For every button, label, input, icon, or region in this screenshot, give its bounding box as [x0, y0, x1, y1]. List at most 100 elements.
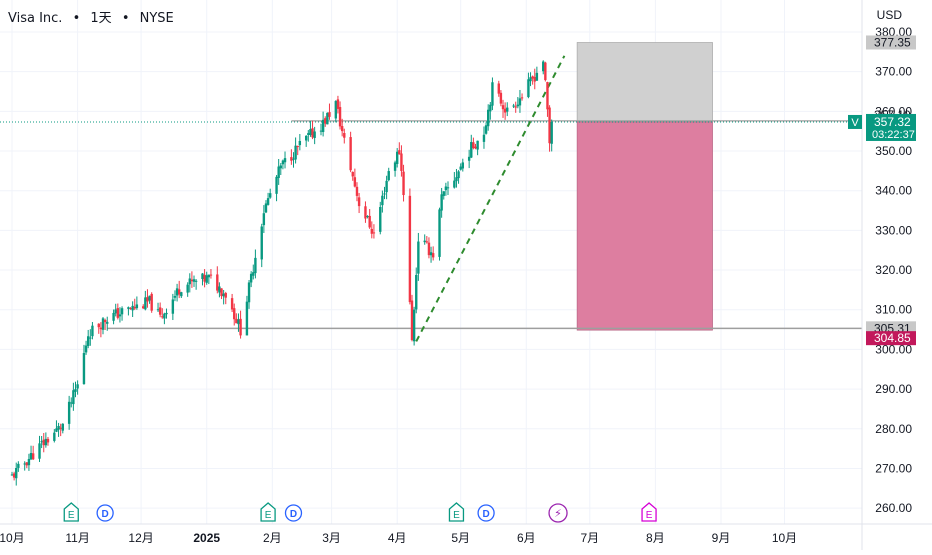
- candle-body[interactable]: [400, 153, 403, 171]
- candle-body[interactable]: [186, 284, 189, 293]
- candle-body[interactable]: [368, 215, 371, 228]
- event-marker-dividend[interactable]: D: [284, 504, 303, 522]
- candle-body[interactable]: [427, 242, 431, 256]
- candle-body[interactable]: [106, 321, 109, 324]
- candle-body[interactable]: [474, 146, 477, 149]
- candle-body[interactable]: [423, 240, 426, 243]
- candle-body[interactable]: [230, 298, 234, 310]
- candle-body[interactable]: [146, 297, 149, 302]
- candle-body[interactable]: [307, 133, 310, 135]
- candle-body[interactable]: [249, 273, 253, 283]
- candle-body[interactable]: [59, 427, 62, 429]
- candle-body[interactable]: [70, 402, 73, 404]
- candle-body[interactable]: [101, 318, 105, 330]
- candle-body[interactable]: [89, 337, 92, 339]
- candle-body[interactable]: [355, 186, 359, 196]
- candle-body[interactable]: [135, 304, 139, 309]
- candle-body[interactable]: [527, 79, 530, 98]
- event-marker-earnings[interactable]: E: [63, 502, 79, 522]
- candle-body[interactable]: [472, 142, 475, 149]
- candle-body[interactable]: [245, 301, 249, 336]
- candle-body[interactable]: [313, 131, 316, 138]
- candle-body[interactable]: [180, 292, 183, 297]
- candle-body[interactable]: [275, 176, 278, 194]
- event-marker-earnings-upcoming[interactable]: E: [641, 502, 657, 522]
- candle-body[interactable]: [357, 197, 361, 207]
- candle-body[interactable]: [412, 309, 416, 342]
- event-marker-earnings[interactable]: E: [260, 502, 276, 522]
- candle-body[interactable]: [324, 118, 327, 124]
- candle-body[interactable]: [533, 76, 536, 82]
- candle-body[interactable]: [252, 272, 255, 276]
- candle-body[interactable]: [120, 308, 124, 315]
- candle-body[interactable]: [294, 145, 297, 160]
- candle-body[interactable]: [148, 295, 151, 301]
- candle-body[interactable]: [467, 156, 471, 161]
- candle-body[interactable]: [379, 207, 382, 232]
- candle-body[interactable]: [165, 312, 168, 315]
- candle-body[interactable]: [453, 180, 456, 188]
- candle-body[interactable]: [503, 108, 507, 113]
- candle-body[interactable]: [438, 209, 441, 257]
- candle-body[interactable]: [10, 474, 14, 476]
- symbol-name[interactable]: Visa Inc.: [8, 11, 63, 26]
- candle-body[interactable]: [296, 145, 299, 148]
- candle-body[interactable]: [266, 198, 270, 205]
- candle-body[interactable]: [86, 336, 90, 346]
- candle-body[interactable]: [497, 83, 500, 94]
- candle-body[interactable]: [470, 141, 473, 158]
- candle-body[interactable]: [46, 438, 50, 443]
- candle-body[interactable]: [550, 121, 553, 144]
- candle-body[interactable]: [235, 318, 238, 324]
- candle-body[interactable]: [531, 76, 534, 79]
- candle-body[interactable]: [15, 468, 18, 479]
- candle-body[interactable]: [298, 140, 302, 146]
- candle-body[interactable]: [501, 105, 505, 110]
- candle-body[interactable]: [173, 295, 177, 298]
- candle-body[interactable]: [387, 171, 390, 181]
- candle-body[interactable]: [27, 458, 31, 466]
- candle-body[interactable]: [190, 279, 194, 282]
- candle-body[interactable]: [461, 162, 465, 169]
- candle-body[interactable]: [133, 306, 136, 309]
- interval-label[interactable]: 1天: [90, 11, 112, 26]
- candle-body[interactable]: [114, 309, 117, 314]
- candle-body[interactable]: [31, 453, 35, 460]
- candle-body[interactable]: [57, 426, 60, 430]
- candle-body[interactable]: [161, 316, 164, 318]
- trendline[interactable]: [415, 55, 566, 342]
- candle-body[interactable]: [216, 274, 219, 291]
- candle-body[interactable]: [239, 318, 242, 336]
- candle-body[interactable]: [429, 252, 433, 256]
- candle-body[interactable]: [97, 323, 100, 328]
- candle-body[interactable]: [188, 278, 191, 285]
- candle-body[interactable]: [326, 112, 329, 125]
- candle-body[interactable]: [455, 177, 458, 182]
- candle-body[interactable]: [487, 109, 490, 127]
- candle-body[interactable]: [393, 162, 397, 171]
- candle-body[interactable]: [395, 151, 399, 165]
- candle-body[interactable]: [425, 241, 429, 243]
- candle-body[interactable]: [457, 171, 460, 179]
- candle-body[interactable]: [220, 288, 223, 297]
- candle-body[interactable]: [171, 299, 175, 314]
- candle-body[interactable]: [514, 106, 517, 108]
- candle-body[interactable]: [340, 126, 344, 132]
- candle-body[interactable]: [129, 308, 132, 310]
- candle-body[interactable]: [311, 128, 314, 138]
- candle-body[interactable]: [178, 289, 181, 295]
- symbol-title-bar[interactable]: Visa Inc. • 1天 • NYSE: [8, 7, 180, 26]
- candle-body[interactable]: [269, 193, 272, 198]
- event-marker-split[interactable]: ⚡: [548, 503, 568, 523]
- candle-body[interactable]: [304, 135, 308, 141]
- candle-body[interactable]: [76, 384, 79, 389]
- candle-body[interactable]: [459, 166, 462, 170]
- candle-body[interactable]: [385, 180, 388, 193]
- candle-body[interactable]: [402, 171, 405, 196]
- candle-body[interactable]: [55, 428, 58, 432]
- candle-body[interactable]: [336, 99, 340, 109]
- candle-body[interactable]: [410, 300, 414, 341]
- candle-body[interactable]: [103, 319, 107, 323]
- candle-body[interactable]: [116, 308, 120, 318]
- candle-body[interactable]: [381, 195, 384, 206]
